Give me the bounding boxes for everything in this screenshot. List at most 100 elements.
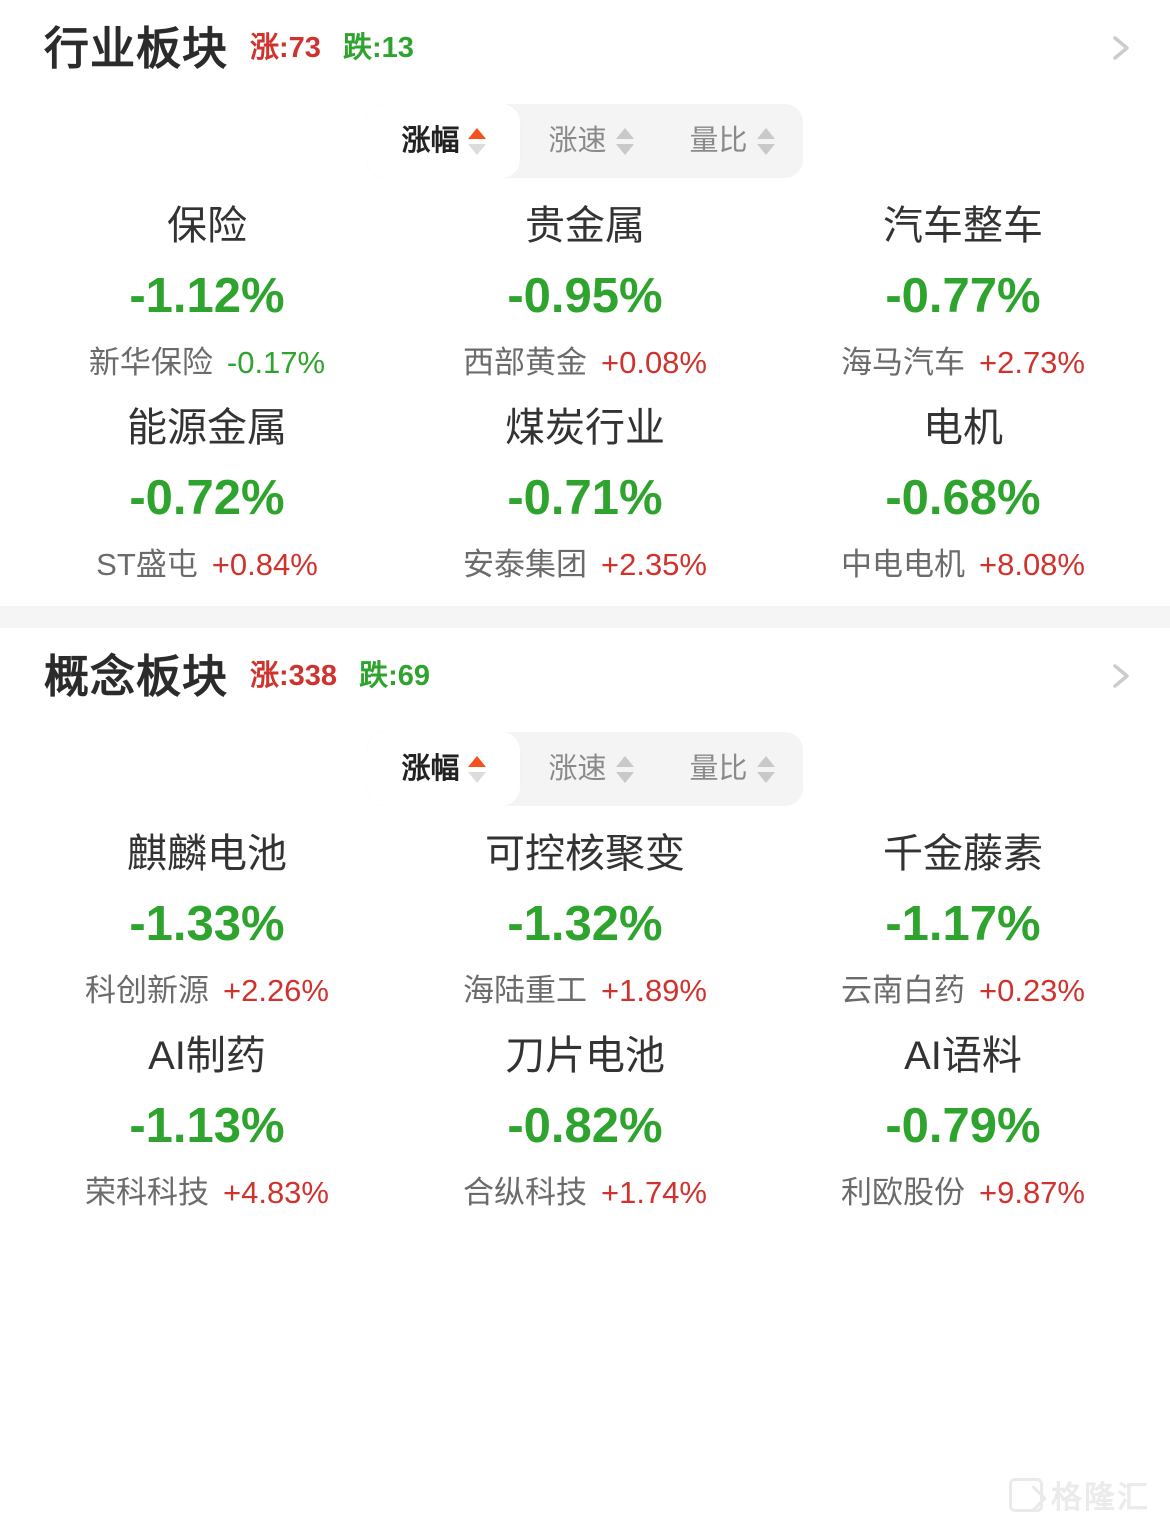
leading-stock-name: 海陆重工: [462, 973, 587, 1008]
leading-stock[interactable]: ST盛屯 +0.84%: [96, 549, 318, 580]
leading-stock-pct: +1.89%: [600, 973, 707, 1008]
leading-stock[interactable]: 安泰集团 +2.35%: [463, 549, 707, 580]
leading-stock-pct: +0.23%: [978, 973, 1085, 1008]
sector-name: 汽车整车: [883, 204, 1043, 248]
tab-change-pct-industry[interactable]: 涨幅: [367, 104, 521, 178]
sort-arrows-icon[interactable]: [468, 755, 487, 783]
leading-stock[interactable]: 中电电机 +8.08%: [841, 549, 1085, 580]
up-count: 涨:73: [250, 31, 321, 64]
tab-change-pct-concept[interactable]: 涨幅: [367, 732, 521, 806]
section-counts: 涨:73 跌:13: [250, 31, 414, 64]
leading-stock[interactable]: 海陆重工 +1.89%: [463, 975, 707, 1006]
sector-cell[interactable]: 能源金属 -0.72% ST盛屯 +0.84%: [18, 408, 396, 580]
sector-change-pct: -0.71%: [507, 471, 663, 525]
sector-cell[interactable]: 电机 -0.68% 中电电机 +8.08%: [774, 408, 1152, 580]
leading-stock-pct: +4.83%: [222, 1175, 329, 1210]
sector-cell[interactable]: 麒麟电池 -1.33% 科创新源 +2.26%: [18, 834, 396, 1006]
leading-stock-name: 安泰集团: [462, 547, 587, 582]
leading-stock-name: 合纵科技: [462, 1175, 587, 1210]
chevron-right-icon[interactable]: [1100, 656, 1140, 696]
leading-stock[interactable]: 荣科科技 +4.83%: [85, 1177, 329, 1208]
industry-sector-section: 行业板块 涨:73 跌:13 涨幅 涨速: [0, 0, 1170, 606]
sort-arrows-icon[interactable]: [615, 127, 634, 155]
sort-arrows-icon[interactable]: [468, 127, 487, 155]
sector-cell[interactable]: 汽车整车 -0.77% 海马汽车 +2.73%: [774, 206, 1152, 378]
leading-stock-pct: +2.35%: [600, 547, 707, 582]
tab-change-speed-concept[interactable]: 涨速: [520, 732, 661, 806]
sector-change-pct: -0.77%: [885, 269, 1041, 323]
sector-cell[interactable]: 贵金属 -0.95% 西部黄金 +0.08%: [396, 206, 774, 378]
triangle-down-icon: [756, 771, 775, 783]
triangle-up-icon: [615, 127, 634, 139]
sector-name: 刀片电池: [505, 1034, 665, 1078]
triangle-up-icon: [615, 755, 634, 767]
down-count: 跌:69: [359, 659, 430, 692]
page-title: 行业板块: [44, 22, 229, 74]
triangle-down-icon: [468, 771, 487, 783]
sector-cell[interactable]: AI制药 -1.13% 荣科科技 +4.83%: [18, 1036, 396, 1208]
sector-name: 能源金属: [127, 406, 287, 450]
leading-stock-pct: +0.08%: [600, 345, 707, 380]
leading-stock-name: 云南白药: [840, 973, 965, 1008]
tab-volume-ratio-industry[interactable]: 量比: [662, 104, 803, 178]
sector-name: AI语料: [904, 1034, 1022, 1078]
tab-label: 涨速: [548, 752, 607, 785]
triangle-up-icon: [756, 755, 775, 767]
tab-label: 涨速: [548, 124, 607, 157]
leading-stock[interactable]: 新华保险 -0.17%: [89, 347, 325, 378]
leading-stock-name: 科创新源: [84, 973, 209, 1008]
leading-stock[interactable]: 云南白药 +0.23%: [841, 975, 1085, 1006]
tab-change-speed-industry[interactable]: 涨速: [520, 104, 661, 178]
sort-tabs-concept: 涨幅 涨速 量比: [367, 732, 803, 806]
sector-cell[interactable]: 可控核聚变 -1.32% 海陆重工 +1.89%: [396, 834, 774, 1006]
watermark-text: 格隆汇: [1051, 1480, 1150, 1515]
sector-change-pct: -1.17%: [885, 897, 1041, 951]
gelonghui-logo-icon: [1009, 1477, 1043, 1512]
sector-name: 可控核聚变: [485, 832, 685, 876]
sector-change-pct: -1.32%: [507, 897, 663, 951]
sector-cell[interactable]: 刀片电池 -0.82% 合纵科技 +1.74%: [396, 1036, 774, 1208]
sector-change-pct: -1.33%: [129, 897, 285, 951]
tab-label: 量比: [689, 752, 748, 785]
leading-stock[interactable]: 科创新源 +2.26%: [85, 975, 329, 1006]
sector-cell[interactable]: AI语料 -0.79% 利欧股份 +9.87%: [774, 1036, 1152, 1208]
up-count: 涨:338: [250, 659, 338, 692]
sort-arrows-icon[interactable]: [756, 755, 775, 783]
leading-stock-name: 中电电机: [840, 547, 965, 582]
triangle-down-icon: [615, 771, 634, 783]
sector-cell[interactable]: 保险 -1.12% 新华保险 -0.17%: [18, 206, 396, 378]
sector-grid-industry: 保险 -1.12% 新华保险 -0.17% 贵金属 -0.95% 西部黄金 +0…: [0, 178, 1170, 606]
tab-volume-ratio-concept[interactable]: 量比: [662, 732, 803, 806]
tab-label: 涨幅: [401, 752, 460, 785]
triangle-down-icon: [615, 143, 634, 155]
sector-cell[interactable]: 千金藤素 -1.17% 云南白药 +0.23%: [774, 834, 1152, 1006]
leading-stock-pct: +9.87%: [978, 1175, 1085, 1210]
leading-stock[interactable]: 利欧股份 +9.87%: [841, 1177, 1085, 1208]
triangle-down-icon: [468, 143, 487, 155]
leading-stock-name: 利欧股份: [840, 1175, 965, 1210]
leading-stock[interactable]: 合纵科技 +1.74%: [463, 1177, 707, 1208]
triangle-up-icon: [468, 127, 487, 139]
sort-tabs-industry: 涨幅 涨速 量比: [367, 104, 803, 178]
leading-stock[interactable]: 海马汽车 +2.73%: [841, 347, 1085, 378]
sector-name: 煤炭行业: [505, 406, 665, 450]
sector-change-pct: -0.82%: [507, 1099, 663, 1153]
triangle-up-icon: [756, 127, 775, 139]
leading-stock[interactable]: 西部黄金 +0.08%: [463, 347, 707, 378]
triangle-up-icon: [468, 755, 487, 767]
sector-name: 贵金属: [525, 204, 645, 248]
sector-name: 电机: [923, 406, 1003, 450]
sort-tabs-wrap-concept: 涨幅 涨速 量比: [0, 732, 1170, 806]
section-header-industry[interactable]: 行业板块 涨:73 跌:13: [0, 0, 1170, 96]
sector-change-pct: -1.13%: [129, 1099, 285, 1153]
leading-stock-pct: +8.08%: [978, 547, 1085, 582]
sector-cell[interactable]: 煤炭行业 -0.71% 安泰集团 +2.35%: [396, 408, 774, 580]
sector-name: 千金藤素: [883, 832, 1043, 876]
sort-arrows-icon[interactable]: [615, 755, 634, 783]
leading-stock-pct: -0.17%: [226, 345, 326, 380]
sort-arrows-icon[interactable]: [756, 127, 775, 155]
chevron-right-icon[interactable]: [1100, 28, 1140, 68]
tab-label: 量比: [689, 124, 748, 157]
watermark: 格隆汇: [1009, 1472, 1150, 1517]
section-header-concept[interactable]: 概念板块 涨:338 跌:69: [0, 628, 1170, 724]
